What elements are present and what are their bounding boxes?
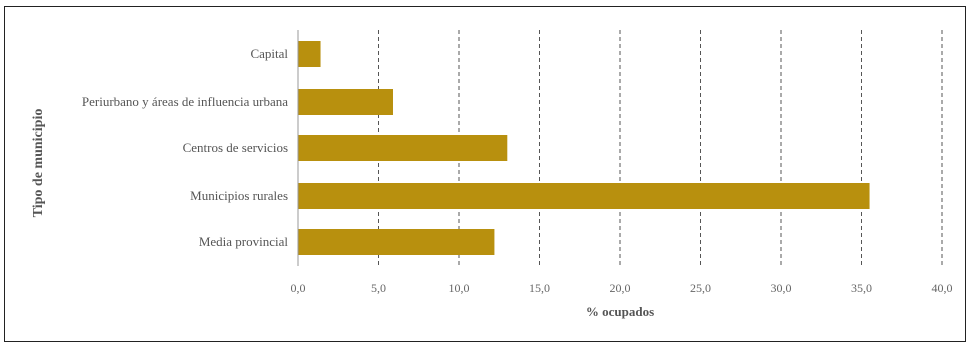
bar <box>298 135 508 161</box>
category-labels: Capital Periurbano y áreas de influencia … <box>82 46 288 249</box>
y-axis-title: Tipo de municipio <box>31 109 46 218</box>
x-tick-label: 25,0 <box>690 281 711 295</box>
x-tick-label: 5,0 <box>371 281 386 295</box>
bar <box>298 183 870 209</box>
x-axis-title: % ocupados <box>586 304 654 319</box>
bar <box>298 41 321 67</box>
gridlines <box>378 30 943 266</box>
x-tick-label: 10,0 <box>449 281 470 295</box>
x-tick-label: 0,0 <box>291 281 306 295</box>
category-label: Municipios rurales <box>190 188 288 203</box>
x-tick-labels: 0,0 5,0 10,0 15,0 20,0 25,0 30,0 35,0 40,0 <box>291 281 953 295</box>
x-tick-label: 30,0 <box>771 281 792 295</box>
category-label: Periurbano y áreas de influencia urbana <box>82 94 288 109</box>
category-label: Media provincial <box>199 234 289 249</box>
chart-frame <box>4 6 966 342</box>
x-tick-label: 35,0 <box>851 281 872 295</box>
category-label: Centros de servicios <box>183 140 288 155</box>
bar <box>298 229 495 255</box>
bars <box>298 41 870 255</box>
x-tick-label: 15,0 <box>529 281 550 295</box>
x-tick-label: 20,0 <box>610 281 631 295</box>
x-tick-label: 40,0 <box>932 281 953 295</box>
bar <box>298 89 393 115</box>
category-label: Capital <box>250 46 288 61</box>
